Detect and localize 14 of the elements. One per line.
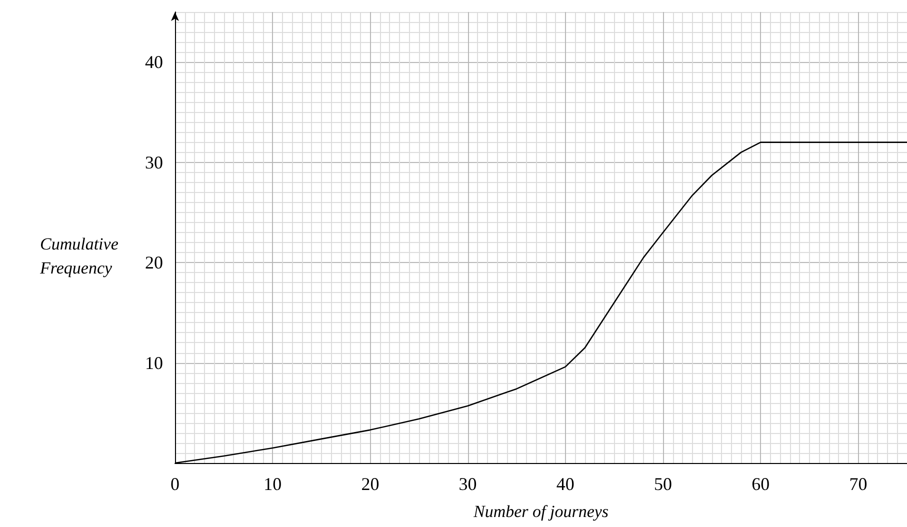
x-tick-label: 0 (170, 474, 180, 494)
y-tick-label: 20 (145, 252, 163, 273)
x-tick-label: 30 (458, 474, 477, 494)
y-axis-title: Cumulative Frequency (39, 234, 123, 278)
x-axis-title: Number of journeys (472, 502, 609, 521)
y-tick-label: 10 (145, 352, 163, 373)
x-tick-label: 60 (752, 474, 770, 494)
y-tick-label: 40 (145, 52, 163, 72)
y-tick-label: 30 (145, 152, 163, 172)
x-tick-label: 10 (264, 474, 282, 494)
x-tick-label: 20 (361, 474, 380, 494)
x-tick-label: 70 (849, 474, 868, 494)
x-tick-label: 40 (556, 474, 574, 494)
x-tick-label: 50 (654, 474, 672, 494)
